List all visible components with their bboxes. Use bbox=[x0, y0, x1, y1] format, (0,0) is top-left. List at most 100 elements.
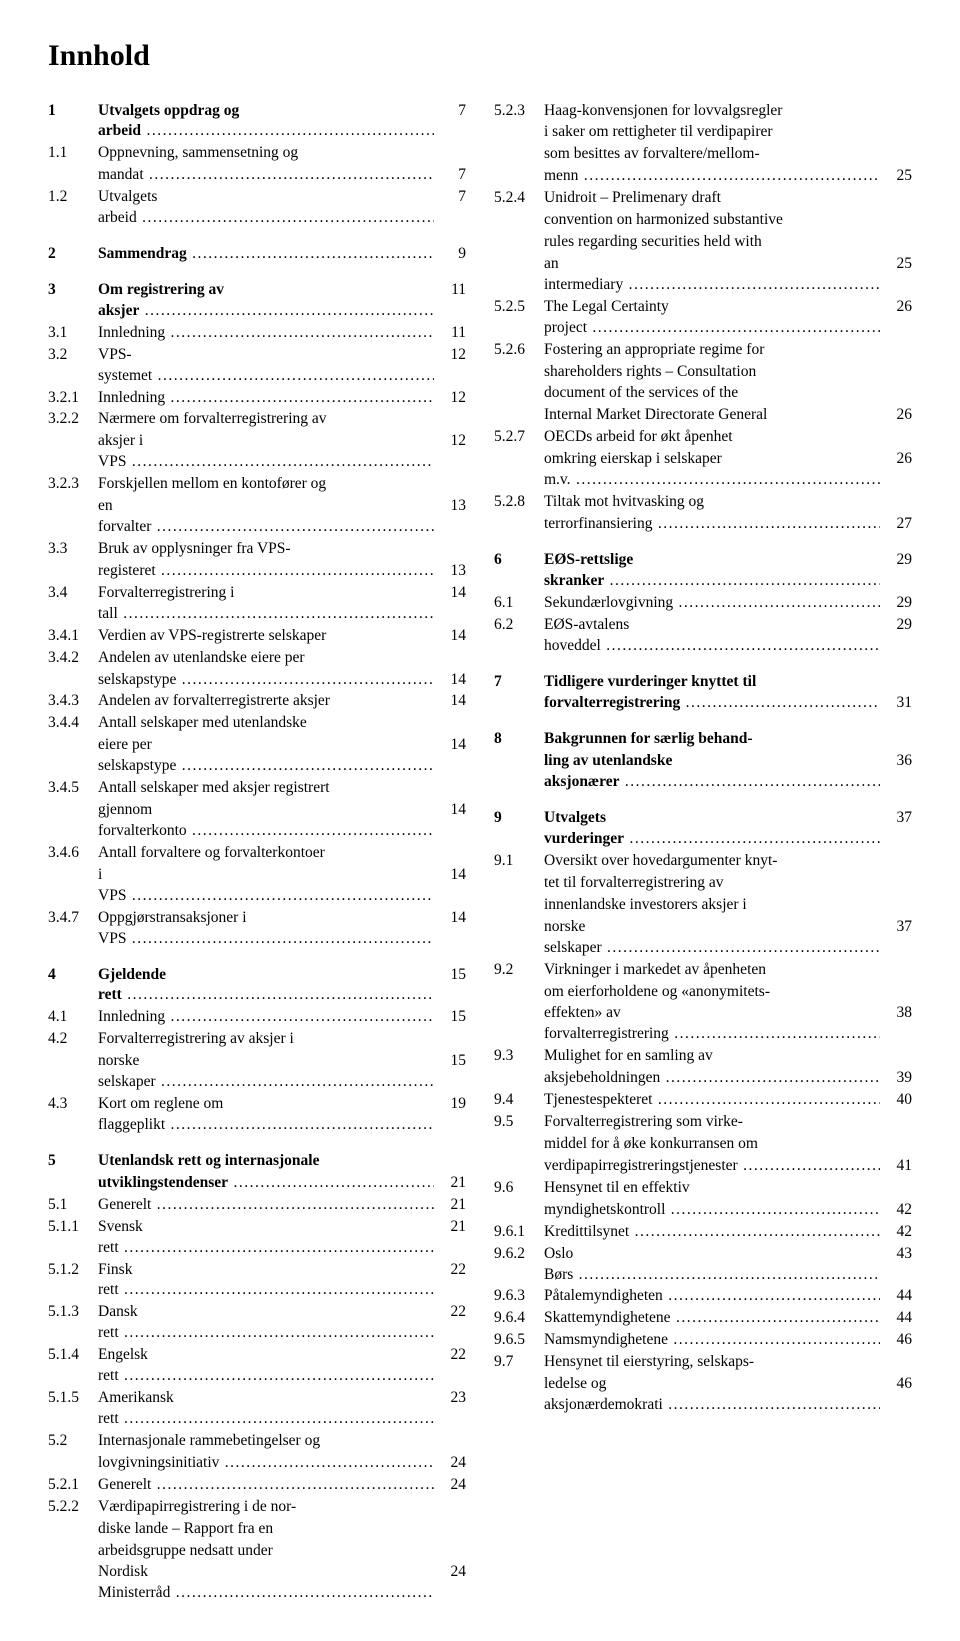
toc-page: 14 bbox=[434, 800, 466, 821]
toc-page: 14 bbox=[434, 626, 466, 647]
toc-page: 42 bbox=[880, 1200, 912, 1221]
toc-entry: 3.4.6Antall forvaltere og forvalterkonto… bbox=[48, 843, 466, 864]
toc-label: Unidroit – Prelimenary draft bbox=[544, 188, 880, 209]
toc-number: 1.2 bbox=[48, 187, 98, 208]
toc-entry: 4.3Kort om reglene om flaggeplikt19 bbox=[48, 1094, 466, 1136]
toc-label: verdipapirregistreringstjenester bbox=[544, 1156, 880, 1177]
toc-label: convention on harmonized substantive bbox=[544, 210, 880, 231]
toc-entry: 1.1Oppnevning, sammensetning og bbox=[48, 143, 466, 164]
toc-page: 21 bbox=[434, 1195, 466, 1216]
toc-entry: 9.5Forvalterregistrering som virke- bbox=[494, 1112, 912, 1133]
toc-page: 31 bbox=[880, 693, 912, 714]
toc-label: innenlandske investorers aksjer i bbox=[544, 895, 880, 916]
toc-entry: 5.2.6Fostering an appropriate regime for bbox=[494, 340, 912, 361]
toc-page: 26 bbox=[880, 405, 912, 426]
toc-entry: 3.4.1Verdien av VPS-registrerte selskape… bbox=[48, 626, 466, 647]
toc-label: Hensynet til eierstyring, selskaps- bbox=[544, 1352, 880, 1373]
toc-entry: aksjer i VPS12 bbox=[48, 431, 466, 473]
toc-entry: ling av utenlandske aksjonærer36 bbox=[494, 751, 912, 793]
toc-number: 3.4.7 bbox=[48, 908, 98, 929]
toc-number: 9.2 bbox=[494, 960, 544, 981]
toc-number: 9.6 bbox=[494, 1178, 544, 1199]
toc-label: Utvalgets arbeid bbox=[98, 187, 434, 229]
toc-entry: forvalterregistrering31 bbox=[494, 693, 912, 714]
toc-entry: middel for å øke konkurransen om bbox=[494, 1134, 912, 1155]
toc-label: Forvalterregistrering av aksjer i bbox=[98, 1029, 434, 1050]
toc-label: Kredittilsynet bbox=[544, 1222, 880, 1243]
toc-label: Haag-konvensjonen for lovvalgsregler bbox=[544, 101, 880, 122]
toc-entry: 4.1Innledning15 bbox=[48, 1007, 466, 1028]
toc-label: Antall selskaper med utenlandske bbox=[98, 713, 434, 734]
toc-page: 37 bbox=[880, 917, 912, 938]
toc-page: 29 bbox=[880, 593, 912, 614]
toc-label: Dansk rett bbox=[98, 1302, 434, 1344]
toc-label: ledelse og aksjonærdemokrati bbox=[544, 1374, 880, 1416]
toc-number: 3.4 bbox=[48, 583, 98, 604]
toc-number: 8 bbox=[494, 729, 544, 750]
toc-entry: 3.2.1Innledning12 bbox=[48, 388, 466, 409]
toc-number: 5.1 bbox=[48, 1195, 98, 1216]
toc-number: 9.1 bbox=[494, 851, 544, 872]
toc-label: Finsk rett bbox=[98, 1260, 434, 1302]
toc-entry: an intermediary25 bbox=[494, 254, 912, 296]
toc-label: Sammendrag bbox=[98, 244, 434, 265]
toc-label: OECDs arbeid for økt åpenhet bbox=[544, 427, 880, 448]
toc-page: 12 bbox=[434, 345, 466, 366]
toc-label: shareholders rights – Consultation bbox=[544, 362, 880, 383]
toc-label: document of the services of the bbox=[544, 383, 880, 404]
toc-label: Oppnevning, sammensetning og bbox=[98, 143, 434, 164]
toc-entry: 3.4.7Oppgjørstransaksjoner i VPS14 bbox=[48, 908, 466, 950]
toc-number: 9.3 bbox=[494, 1046, 544, 1067]
toc-page: 22 bbox=[434, 1345, 466, 1366]
toc-page: 19 bbox=[434, 1094, 466, 1115]
toc-entry: rules regarding securities held with bbox=[494, 232, 912, 253]
toc-entry: 9.6.3Påtalemyndigheten44 bbox=[494, 1286, 912, 1307]
toc-label: VPS-systemet bbox=[98, 345, 434, 387]
toc-entry: 3.2.3Forskjellen mellom en kontofører og bbox=[48, 474, 466, 495]
toc-page: 7 bbox=[434, 187, 466, 208]
toc-number: 3.4.1 bbox=[48, 626, 98, 647]
toc-page: 15 bbox=[434, 965, 466, 986]
toc-label: Forvalterregistrering som virke- bbox=[544, 1112, 880, 1133]
toc-label: Innledning bbox=[98, 388, 434, 409]
toc-columns: 1Utvalgets oppdrag og arbeid71.1Oppnevni… bbox=[48, 101, 912, 1606]
toc-label: Generelt bbox=[98, 1195, 434, 1216]
toc-label: Gjeldende rett bbox=[98, 965, 434, 1007]
toc-entry: 5.1Generelt21 bbox=[48, 1195, 466, 1216]
toc-page: 25 bbox=[880, 254, 912, 275]
toc-entry: aksjebeholdningen39 bbox=[494, 1068, 912, 1089]
page-title: Innhold bbox=[48, 36, 912, 77]
toc-entry: 5.2.3Haag-konvensjonen for lovvalgsregle… bbox=[494, 101, 912, 122]
toc-label: Kort om reglene om flaggeplikt bbox=[98, 1094, 434, 1136]
toc-entry: 1.2Utvalgets arbeid7 bbox=[48, 187, 466, 229]
toc-label: Amerikansk rett bbox=[98, 1388, 434, 1430]
toc-label: registeret bbox=[98, 561, 434, 582]
toc-page: 41 bbox=[880, 1156, 912, 1177]
toc-entry: 9.6.4Skattemyndighetene44 bbox=[494, 1308, 912, 1329]
toc-entry: 5.2.2Værdipapirregistrering i de nor- bbox=[48, 1497, 466, 1518]
toc-entry: 5.1.4Engelsk rett22 bbox=[48, 1345, 466, 1387]
toc-entry: 5Utenlandsk rett og internasjonale bbox=[48, 1151, 466, 1172]
toc-label: aksjer i VPS bbox=[98, 431, 434, 473]
toc-number: 5.1.4 bbox=[48, 1345, 98, 1366]
toc-entry: 9.6.2Oslo Børs43 bbox=[494, 1244, 912, 1286]
toc-number: 3 bbox=[48, 280, 98, 301]
toc-number: 5.2.7 bbox=[494, 427, 544, 448]
toc-page: 39 bbox=[880, 1068, 912, 1089]
toc-number: 4.2 bbox=[48, 1029, 98, 1050]
toc-number: 5.1.5 bbox=[48, 1388, 98, 1409]
toc-label: Hensynet til en effektiv bbox=[544, 1178, 880, 1199]
toc-page: 14 bbox=[434, 865, 466, 886]
toc-entry: 6.1Sekundærlovgivning29 bbox=[494, 593, 912, 614]
toc-entry: 3Om registrering av aksjer11 bbox=[48, 280, 466, 322]
toc-entry: registeret13 bbox=[48, 561, 466, 582]
toc-page: 12 bbox=[434, 431, 466, 452]
toc-entry: 5.2.5The Legal Certainty project26 bbox=[494, 297, 912, 339]
toc-number: 6 bbox=[494, 550, 544, 571]
toc-page: 13 bbox=[434, 561, 466, 582]
toc-entry: convention on harmonized substantive bbox=[494, 210, 912, 231]
toc-page: 26 bbox=[880, 449, 912, 470]
toc-page: 15 bbox=[434, 1007, 466, 1028]
toc-entry: 9.6.5Namsmyndighetene46 bbox=[494, 1330, 912, 1351]
toc-page: 44 bbox=[880, 1308, 912, 1329]
